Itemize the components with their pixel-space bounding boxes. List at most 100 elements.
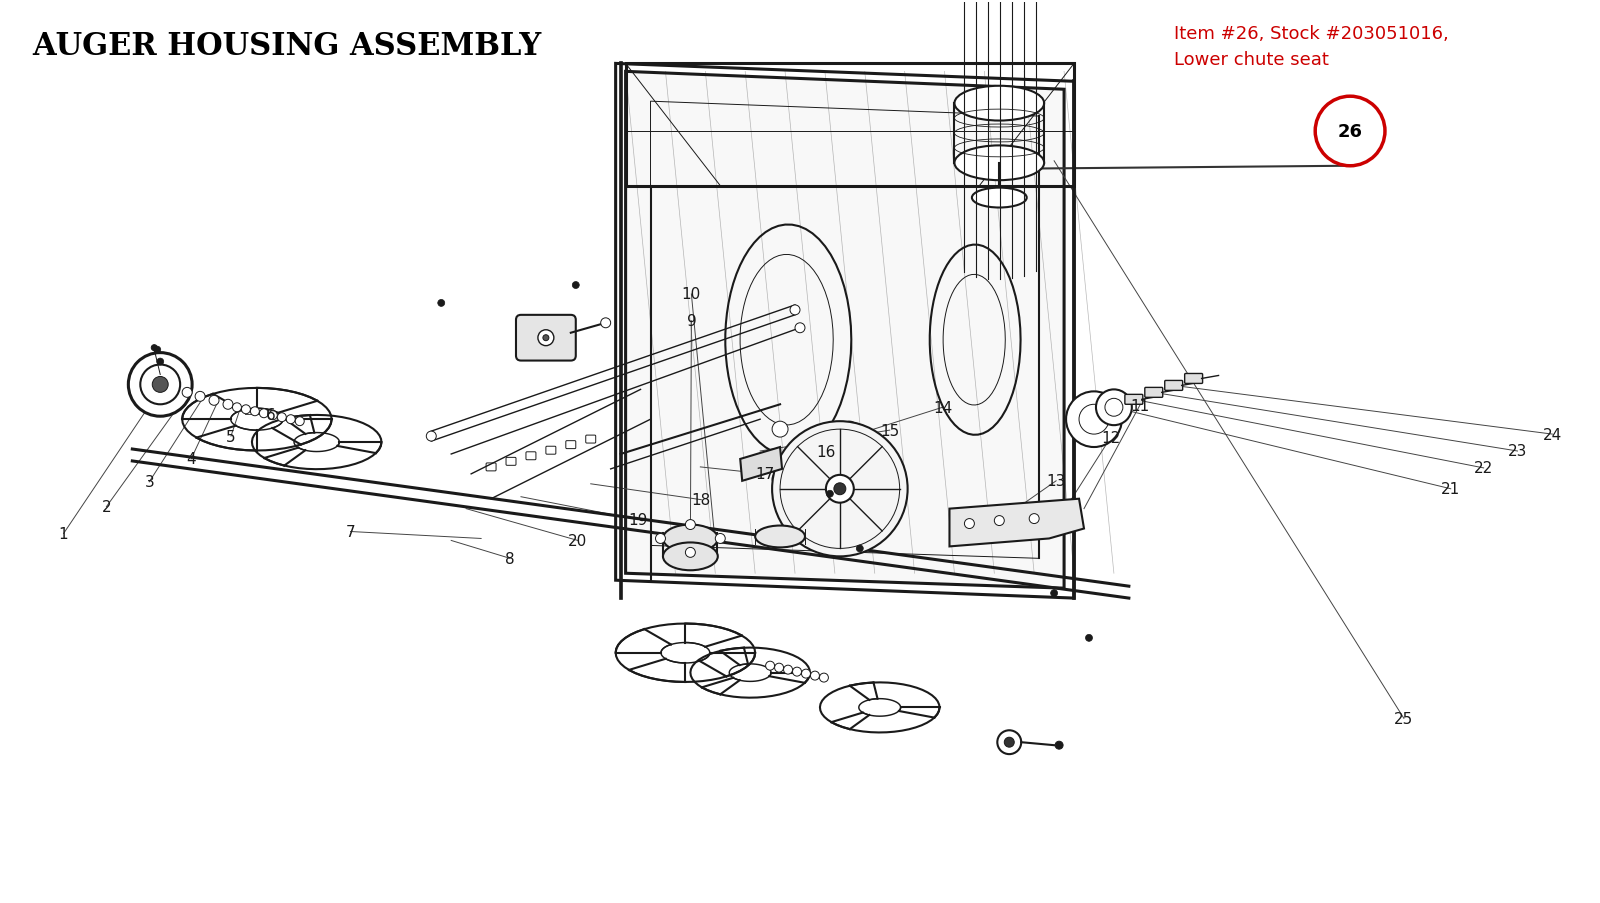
Text: 19: 19 xyxy=(627,513,648,527)
Ellipse shape xyxy=(662,525,718,553)
Circle shape xyxy=(251,407,259,416)
Circle shape xyxy=(1054,741,1062,749)
Circle shape xyxy=(792,667,802,676)
Text: 24: 24 xyxy=(1542,427,1562,442)
Text: 1: 1 xyxy=(59,526,69,542)
Circle shape xyxy=(286,415,296,424)
Circle shape xyxy=(152,345,157,351)
Ellipse shape xyxy=(955,87,1045,121)
Circle shape xyxy=(128,353,192,417)
Text: 8: 8 xyxy=(506,551,515,566)
Circle shape xyxy=(154,347,160,354)
Circle shape xyxy=(1315,98,1386,166)
Polygon shape xyxy=(626,72,1064,589)
Circle shape xyxy=(1106,399,1123,417)
Circle shape xyxy=(259,409,269,418)
Circle shape xyxy=(438,300,445,307)
Circle shape xyxy=(856,545,864,553)
Polygon shape xyxy=(741,448,782,481)
FancyBboxPatch shape xyxy=(515,315,576,361)
Text: 3: 3 xyxy=(144,475,154,489)
Circle shape xyxy=(774,664,784,673)
Circle shape xyxy=(157,358,163,366)
Circle shape xyxy=(573,283,579,289)
Text: 9: 9 xyxy=(686,314,696,329)
Circle shape xyxy=(296,417,304,426)
Text: 5: 5 xyxy=(226,429,235,444)
FancyBboxPatch shape xyxy=(1165,381,1182,391)
Circle shape xyxy=(277,414,286,423)
Circle shape xyxy=(152,377,168,393)
Circle shape xyxy=(965,519,974,529)
Text: 11: 11 xyxy=(1130,398,1149,414)
Circle shape xyxy=(997,731,1021,754)
FancyBboxPatch shape xyxy=(1184,374,1203,384)
Ellipse shape xyxy=(755,526,805,548)
Circle shape xyxy=(182,388,192,398)
Text: 10: 10 xyxy=(682,287,701,303)
Circle shape xyxy=(210,396,219,405)
Circle shape xyxy=(232,404,242,413)
Circle shape xyxy=(766,662,774,670)
Circle shape xyxy=(242,405,251,414)
Circle shape xyxy=(1085,635,1093,642)
Polygon shape xyxy=(949,499,1085,547)
Text: 25: 25 xyxy=(1394,711,1413,726)
Circle shape xyxy=(1005,738,1014,748)
Circle shape xyxy=(842,471,858,488)
Text: 21: 21 xyxy=(1442,481,1461,497)
Text: 16: 16 xyxy=(816,445,835,460)
Circle shape xyxy=(269,411,277,420)
Circle shape xyxy=(795,323,805,333)
Circle shape xyxy=(1051,590,1058,597)
Ellipse shape xyxy=(955,146,1045,181)
Ellipse shape xyxy=(662,543,718,571)
Text: 12: 12 xyxy=(1101,430,1120,445)
Circle shape xyxy=(773,422,907,557)
Circle shape xyxy=(994,516,1005,526)
Text: Item #26, Stock #203051016,
Lower chute seat: Item #26, Stock #203051016, Lower chute … xyxy=(1174,24,1448,69)
Text: 26: 26 xyxy=(1338,123,1363,141)
Circle shape xyxy=(685,548,696,558)
Circle shape xyxy=(542,335,549,341)
Text: 2: 2 xyxy=(102,499,112,515)
Text: 15: 15 xyxy=(880,424,899,438)
Text: 13: 13 xyxy=(1046,474,1066,489)
Circle shape xyxy=(811,672,819,680)
Text: 7: 7 xyxy=(346,525,355,539)
FancyBboxPatch shape xyxy=(1125,395,1142,405)
Circle shape xyxy=(784,666,792,675)
Circle shape xyxy=(773,471,789,488)
Circle shape xyxy=(600,319,611,329)
Circle shape xyxy=(842,422,858,438)
Circle shape xyxy=(538,330,554,346)
Text: AUGER HOUSING ASSEMBLY: AUGER HOUSING ASSEMBLY xyxy=(32,31,542,61)
Circle shape xyxy=(1096,390,1131,425)
Circle shape xyxy=(802,669,811,678)
Circle shape xyxy=(222,400,234,410)
Circle shape xyxy=(195,392,205,402)
Text: 23: 23 xyxy=(1507,444,1526,459)
Text: 14: 14 xyxy=(933,400,952,415)
Circle shape xyxy=(790,305,800,315)
Circle shape xyxy=(141,365,181,405)
Text: 18: 18 xyxy=(691,493,710,507)
Text: 6: 6 xyxy=(266,407,275,423)
Circle shape xyxy=(773,422,789,438)
Text: 4: 4 xyxy=(186,452,195,467)
Circle shape xyxy=(834,483,846,495)
Circle shape xyxy=(685,520,696,530)
Circle shape xyxy=(656,534,666,544)
Circle shape xyxy=(1029,514,1038,524)
Circle shape xyxy=(827,490,834,498)
Circle shape xyxy=(1066,392,1122,448)
Ellipse shape xyxy=(971,189,1027,209)
FancyBboxPatch shape xyxy=(1144,388,1163,398)
Circle shape xyxy=(819,674,829,683)
Circle shape xyxy=(826,475,854,503)
Text: 17: 17 xyxy=(755,467,774,482)
Circle shape xyxy=(426,432,437,442)
Circle shape xyxy=(1078,405,1109,434)
Text: 22: 22 xyxy=(1474,461,1493,476)
Text: 20: 20 xyxy=(568,534,587,548)
